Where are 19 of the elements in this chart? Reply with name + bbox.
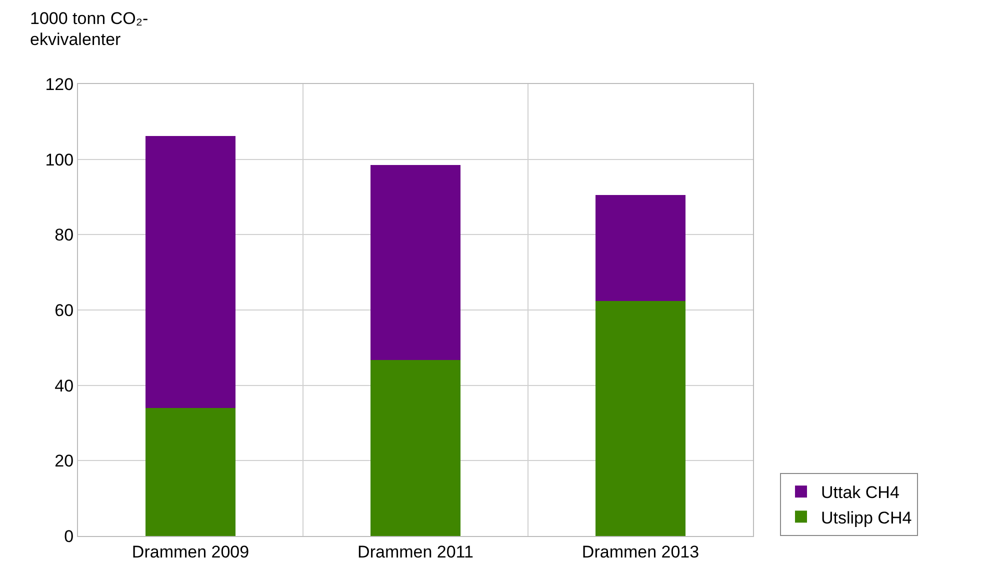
x-tick-label: Drammen 2011 [358, 542, 474, 562]
y-tick-label: 60 [54, 300, 74, 320]
bar [596, 300, 686, 536]
y-tick-label: 120 [45, 74, 74, 94]
y-tick-label: 0 [64, 526, 74, 546]
bar [370, 164, 460, 360]
y-tick-label: 100 [45, 150, 74, 170]
y-tick-label: 40 [54, 376, 74, 396]
bar [596, 195, 686, 301]
y-axis-title: 1000 tonn CO₂-ekvivalenter [30, 8, 150, 50]
x-tick-label: Drammen 2013 [582, 542, 700, 562]
legend-label: Uttak CH4 [821, 483, 900, 502]
legend-label: Utslipp CH4 [821, 508, 912, 528]
y-tick-label: 80 [54, 226, 74, 245]
bar [146, 408, 236, 536]
bar [370, 360, 460, 536]
x-tick-label: Drammen 2009 [132, 542, 250, 562]
y-tick-label: 20 [54, 452, 74, 471]
bar [146, 136, 236, 408]
